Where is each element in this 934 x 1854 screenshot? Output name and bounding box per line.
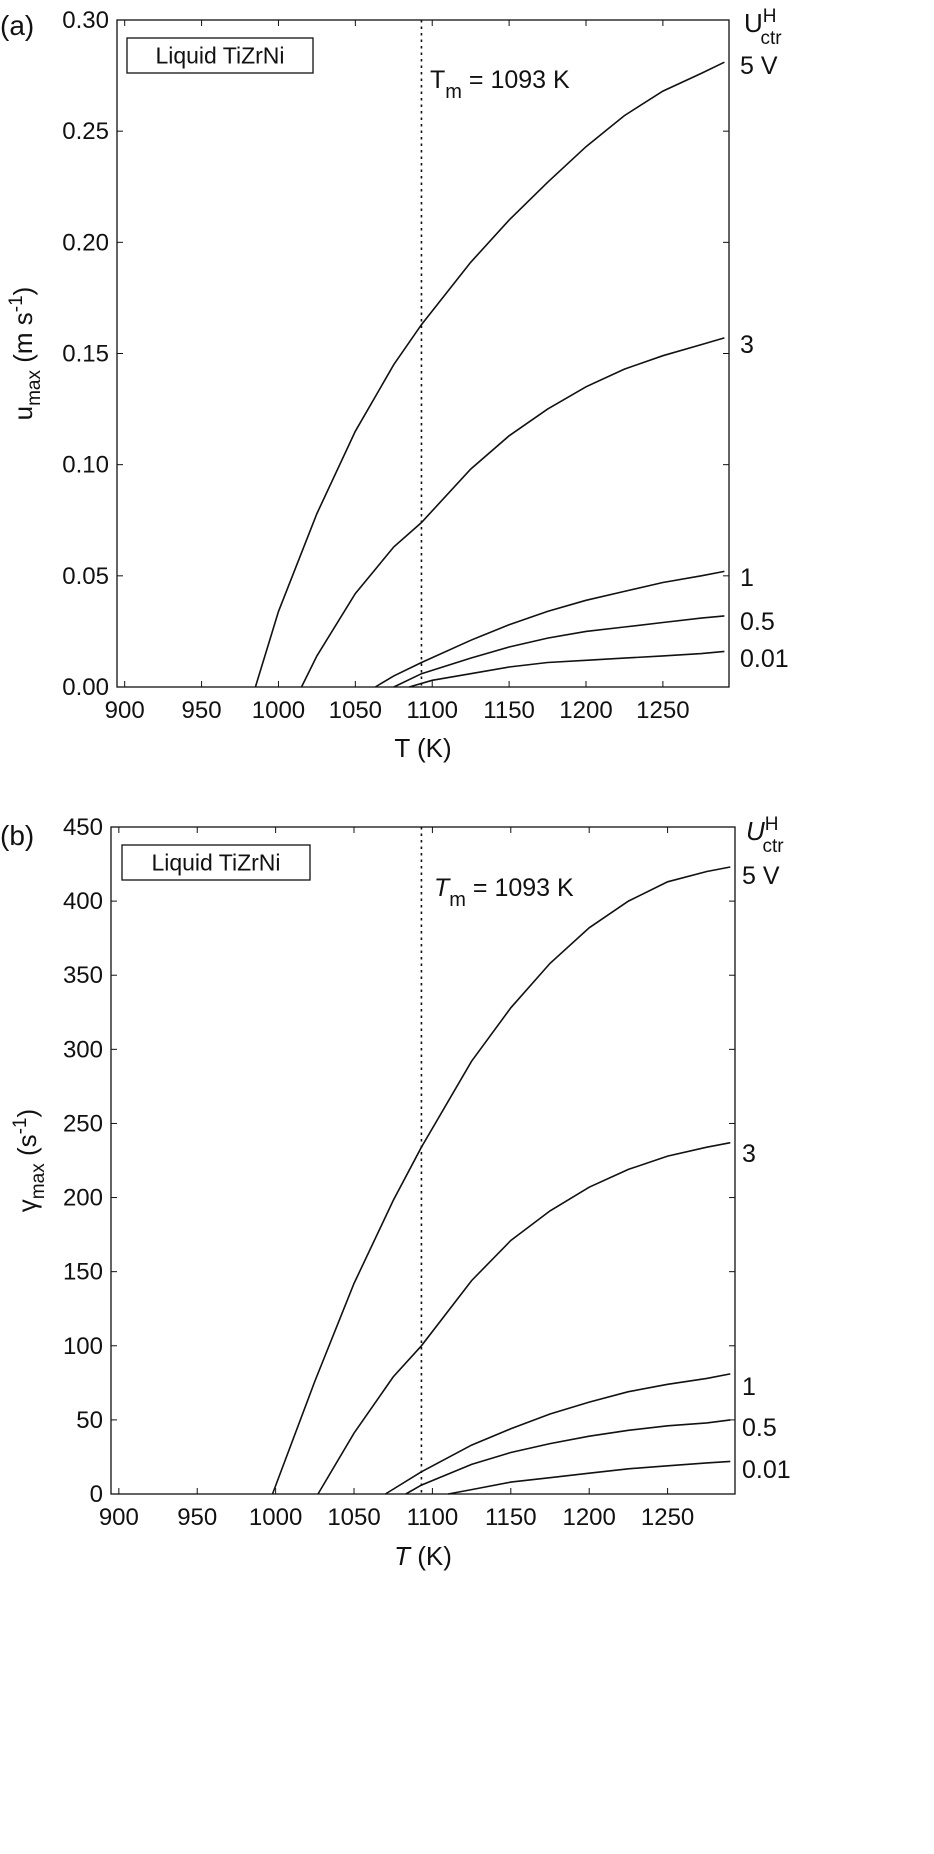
y-axis-symbol: γ bbox=[12, 1199, 42, 1212]
series-line bbox=[447, 1460, 731, 1495]
x-axis-symbol: T (K) bbox=[394, 733, 451, 763]
series-label: 0.5 bbox=[740, 608, 775, 636]
series-label: 1 bbox=[742, 1373, 756, 1401]
y-tick-label: 450 bbox=[63, 814, 103, 841]
y-axis-subscript: max bbox=[28, 1163, 49, 1199]
tm-value: = 1093 K bbox=[466, 874, 574, 902]
legend-title-sup: H bbox=[765, 814, 779, 835]
y-tick-label: 0.25 bbox=[62, 118, 109, 145]
x-tick-label: 900 bbox=[99, 1504, 139, 1531]
panel-label: (b) bbox=[0, 820, 34, 851]
series-line bbox=[374, 570, 725, 688]
legend-title: UH ctr bbox=[744, 6, 782, 49]
y-axis-unit-close: ) bbox=[8, 287, 38, 296]
tm-symbol: T bbox=[434, 874, 451, 902]
chart-panel-a: 900 950 1000 1050 1100 1150 1200 1250 0.00 0.05 0.… bbox=[0, 6, 789, 763]
x-tick-label: 1100 bbox=[406, 697, 458, 724]
series-line bbox=[317, 1141, 731, 1495]
x-tick-label: 1250 bbox=[641, 1504, 694, 1531]
y-axis-label: umax (m s-1) bbox=[6, 287, 45, 421]
series-line bbox=[405, 1419, 731, 1495]
tm-symbol: T bbox=[430, 66, 445, 94]
y-axis-unit: (s bbox=[12, 1134, 42, 1163]
melting-temperature-label: Tm = 1093 K bbox=[430, 66, 570, 103]
legend-title-sup: H bbox=[763, 6, 777, 27]
series-label: 3 bbox=[740, 331, 754, 359]
series-line bbox=[393, 615, 725, 688]
legend-title-main: U bbox=[744, 8, 763, 38]
series-label: 5 V bbox=[742, 862, 780, 890]
x-tick-label: 950 bbox=[177, 1504, 217, 1531]
y-tick-label: 150 bbox=[63, 1259, 103, 1286]
y-tick-label: 0.20 bbox=[62, 229, 109, 256]
plot-frame bbox=[116, 19, 730, 688]
legend-title-main: U bbox=[746, 816, 765, 846]
y-tick-label: 350 bbox=[63, 962, 103, 989]
series-label: 1 bbox=[740, 564, 754, 592]
y-tick-label: 0.10 bbox=[62, 452, 109, 479]
x-tick-label: 1250 bbox=[636, 697, 689, 724]
series-label: 0.01 bbox=[740, 645, 789, 673]
y-tick-label: 400 bbox=[63, 888, 103, 915]
y-axis-superscript: -1 bbox=[6, 295, 27, 312]
y-axis-unit: (m s bbox=[8, 312, 38, 370]
material-label: Liquid TiZrNi bbox=[151, 850, 280, 876]
series-line bbox=[254, 61, 725, 688]
series-line bbox=[271, 866, 731, 1495]
material-label-box bbox=[121, 844, 311, 881]
y-tick-label: 100 bbox=[63, 1333, 103, 1360]
series-label: 0.5 bbox=[742, 1414, 777, 1442]
x-tick-label: 950 bbox=[182, 697, 222, 724]
series-line bbox=[300, 337, 725, 688]
x-tick-label: 1050 bbox=[329, 697, 382, 724]
x-axis-unit: (K) bbox=[410, 1541, 452, 1571]
material-label: Liquid TiZrNi bbox=[155, 43, 284, 69]
y-tick-label: 0.15 bbox=[62, 341, 109, 368]
y-tick-label: 300 bbox=[63, 1036, 103, 1063]
legend-title-sub: ctr bbox=[761, 28, 783, 49]
material-label-box bbox=[126, 37, 314, 74]
y-tick-label: 200 bbox=[63, 1185, 103, 1212]
y-tick-label: 250 bbox=[63, 1110, 103, 1137]
y-tick-label: 0.05 bbox=[62, 563, 109, 590]
series-line bbox=[384, 1373, 731, 1495]
x-tick-label: 1150 bbox=[483, 697, 535, 724]
y-axis-unit-close: ) bbox=[12, 1109, 42, 1118]
y-axis-symbol: u bbox=[8, 406, 38, 420]
chart-panel-b: 900 950 1000 1050 1100 1150 1200 12500501001502… bbox=[0, 814, 791, 1571]
x-tick-label: 1100 bbox=[407, 1504, 459, 1531]
y-axis-superscript: -1 bbox=[10, 1117, 31, 1134]
x-tick-label: 1200 bbox=[562, 1504, 615, 1531]
series-label: 0.01 bbox=[742, 1456, 791, 1484]
y-axis-label: γmax (s-1) bbox=[10, 1109, 49, 1212]
series-label: 3 bbox=[742, 1140, 756, 1168]
x-axis-label: T (K) bbox=[394, 1541, 452, 1571]
x-tick-label: 1000 bbox=[252, 697, 305, 724]
tm-value: = 1093 K bbox=[462, 66, 570, 94]
tm-subscript: m bbox=[445, 81, 462, 103]
x-tick-label: 1200 bbox=[559, 697, 612, 724]
x-axis-symbol: T bbox=[394, 1541, 412, 1571]
x-tick-label: 1050 bbox=[327, 1504, 380, 1531]
y-tick-label: 0.00 bbox=[62, 674, 109, 701]
x-tick-label: 1000 bbox=[249, 1504, 302, 1531]
x-tick-label: 900 bbox=[105, 697, 145, 724]
series-label: 5 V bbox=[740, 52, 778, 80]
panel-label: (a) bbox=[0, 10, 34, 41]
y-axis-subscript: max bbox=[24, 369, 45, 405]
x-axis-label: T (K) bbox=[394, 733, 451, 763]
legend-title-sub: ctr bbox=[763, 836, 785, 857]
y-tick-label: 0.30 bbox=[62, 7, 109, 34]
y-tick-label: 0 bbox=[90, 1481, 103, 1508]
x-tick-label: 1150 bbox=[485, 1504, 537, 1531]
legend-title: UH ctr bbox=[746, 814, 784, 857]
melting-temperature-label: Tm = 1093 K bbox=[434, 874, 574, 911]
y-tick-label: 50 bbox=[76, 1407, 103, 1434]
plot-frame bbox=[110, 826, 736, 1495]
tm-subscript: m bbox=[449, 889, 466, 911]
series-line bbox=[408, 650, 725, 688]
